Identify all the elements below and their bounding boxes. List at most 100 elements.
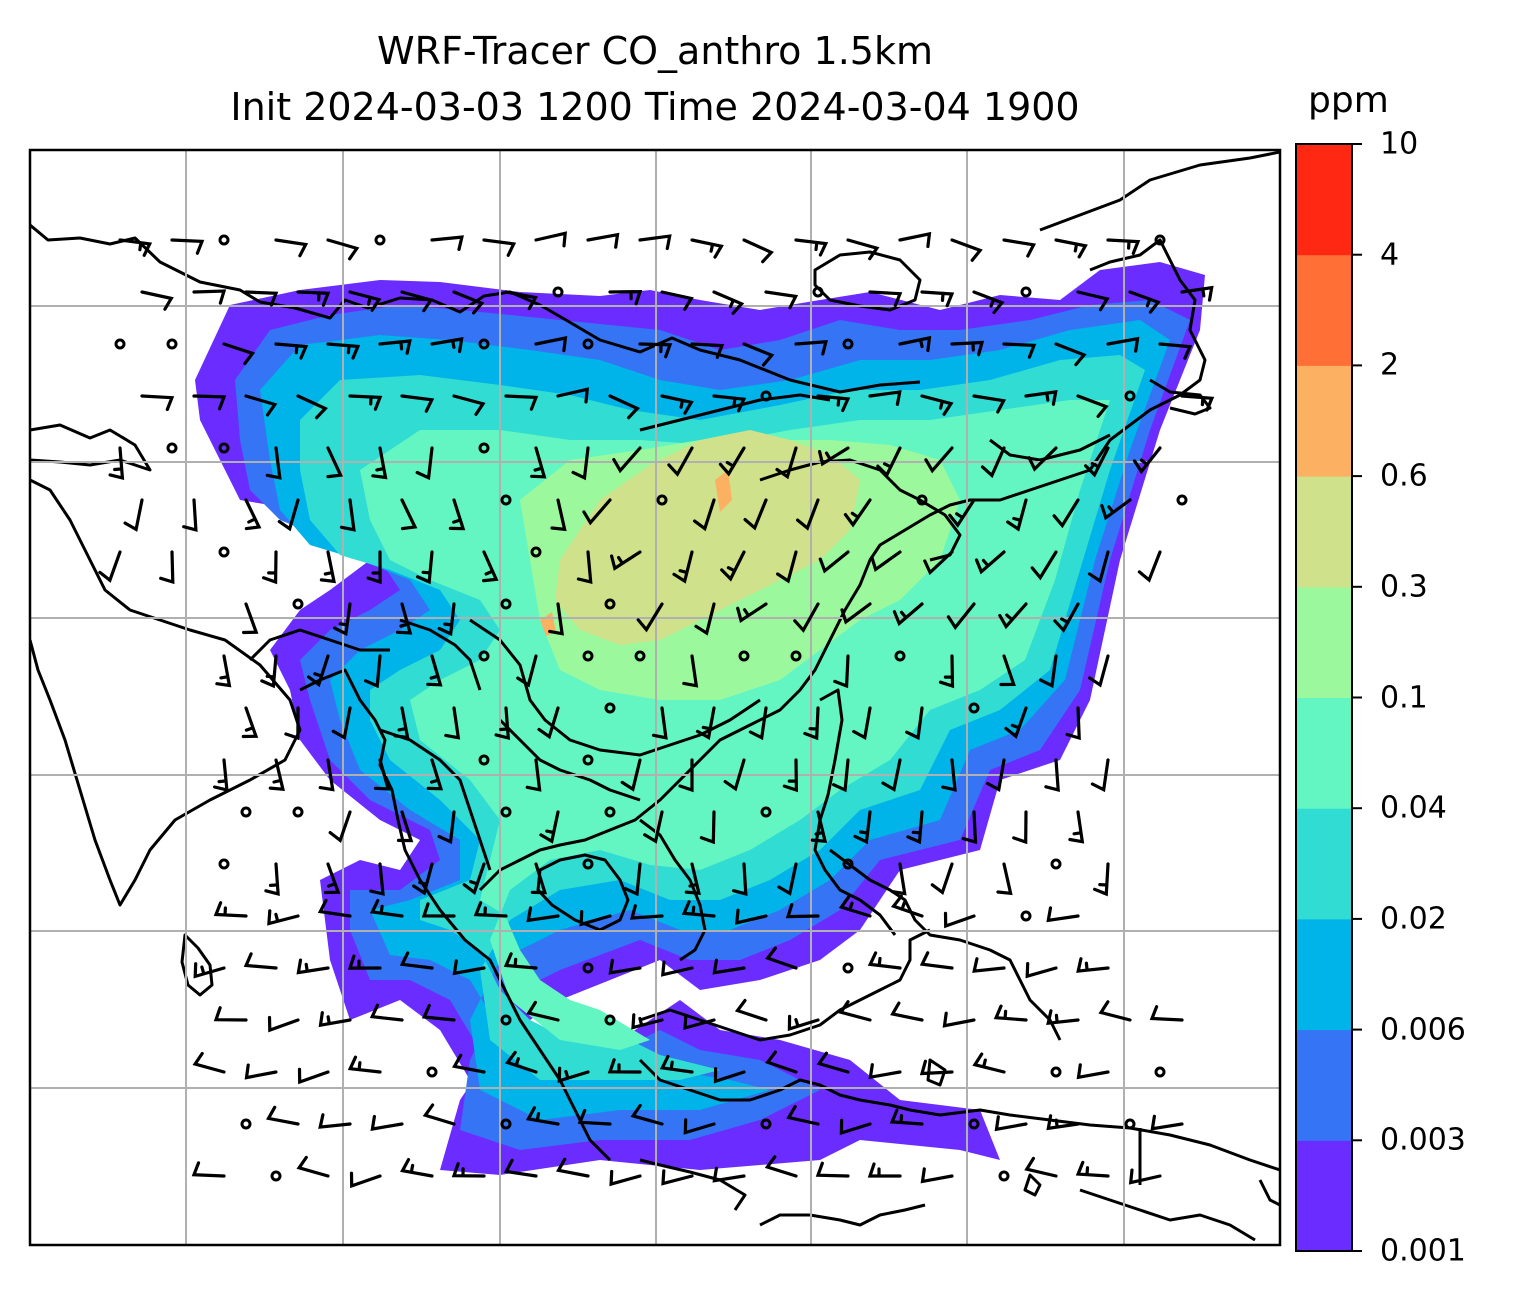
wind-barb	[1075, 1160, 1110, 1178]
wind-barb	[743, 498, 768, 531]
wind-barb	[1053, 602, 1080, 633]
colorbar-tick-label: 0.1	[1380, 680, 1428, 715]
wind-barb	[919, 1059, 954, 1076]
wind-barb	[986, 758, 1006, 792]
calm-circle	[968, 1118, 980, 1130]
colorbar-segment	[1296, 808, 1352, 920]
wind-barb	[723, 758, 746, 792]
wind-barb	[693, 498, 716, 532]
wind-barb	[920, 290, 955, 308]
wind-barb	[732, 862, 748, 897]
colorbar-tick-label: 10	[1380, 126, 1419, 162]
wind-barb	[1100, 498, 1132, 521]
wind-barb	[328, 810, 352, 844]
wind-barb	[839, 1118, 872, 1136]
wind-barb	[422, 1103, 456, 1126]
wind-barb	[571, 446, 590, 481]
colorbar-tick-label: 0.04	[1380, 790, 1447, 826]
wind-barb	[296, 1155, 330, 1178]
wind-barb	[972, 1052, 1006, 1074]
calm-circle	[218, 234, 230, 246]
wind-barb	[349, 1171, 382, 1189]
wind-barb	[400, 498, 418, 531]
wind-barb	[182, 498, 198, 533]
wind-barb	[838, 895, 872, 918]
wind-barb	[712, 958, 746, 975]
wind-barb	[369, 1003, 404, 1022]
wind-barb	[267, 1015, 300, 1033]
calm-circle	[500, 598, 512, 610]
wind-barb	[742, 238, 774, 264]
wind-barb	[1006, 498, 1028, 532]
wind-barb	[274, 342, 309, 360]
calm-circle	[500, 1118, 512, 1130]
wind-barb	[170, 238, 205, 255]
wind-barb	[794, 238, 829, 257]
calm-circle	[1124, 1118, 1136, 1130]
calm-circle	[604, 702, 616, 714]
wind-barb	[972, 394, 1007, 414]
wind-barb	[556, 387, 590, 404]
wind-barb	[482, 238, 517, 257]
wind-barb	[898, 231, 932, 248]
wind-barb	[444, 706, 461, 740]
wind-barb	[996, 862, 1013, 896]
wind-barb	[516, 654, 538, 688]
wind-barb	[1004, 706, 1028, 739]
wind-barb	[881, 758, 902, 792]
wind-barb	[244, 394, 278, 417]
wind-barb	[924, 446, 954, 474]
calm-circle	[998, 1170, 1010, 1182]
wind-barb	[870, 550, 902, 572]
wind-barb	[699, 810, 716, 845]
wind-barb	[296, 394, 328, 420]
wind-barb	[437, 602, 456, 637]
wind-barb	[890, 862, 907, 896]
wind-barb	[890, 894, 924, 918]
colorbar-tick-label: 0.006	[1380, 1012, 1466, 1048]
wind-barb	[794, 340, 828, 356]
wind-barb	[948, 498, 976, 528]
calm-circle	[1020, 286, 1032, 298]
calm-circle	[218, 442, 230, 454]
calm-circle	[842, 858, 854, 870]
wind-barb	[1132, 446, 1162, 475]
calm-circle	[604, 1014, 616, 1026]
calm-circle	[842, 338, 854, 350]
wind-barb	[260, 654, 278, 689]
wind-barb	[326, 446, 343, 479]
wind-barb	[684, 862, 701, 895]
wind-barb	[318, 1011, 352, 1028]
wind-barb	[816, 394, 851, 413]
calm-circles	[114, 234, 1188, 1182]
wind-barb	[323, 862, 341, 895]
wind-barb	[98, 550, 122, 583]
wind-barb	[941, 758, 957, 792]
wind-barb	[452, 290, 485, 315]
wind-barb	[193, 962, 226, 979]
calm-circle	[582, 962, 594, 974]
calm-circle	[894, 650, 906, 662]
wind-barb	[192, 394, 227, 411]
wind-barb	[608, 289, 643, 306]
wind-barb	[393, 706, 410, 740]
wind-barb	[695, 706, 716, 740]
wind-barb	[832, 758, 850, 793]
wind-barb	[868, 1063, 902, 1080]
wind-barb	[980, 446, 1006, 479]
wind-barb	[307, 654, 330, 688]
colorbar-segment	[1296, 476, 1352, 588]
wind-barb	[556, 1157, 590, 1178]
wind-barb	[378, 339, 412, 355]
wind-barb	[1046, 1009, 1080, 1026]
wind-barb	[118, 238, 153, 257]
wind-barb	[576, 550, 593, 584]
wind-barb	[867, 951, 902, 970]
wind-barb	[1149, 1005, 1184, 1022]
wind-barb	[482, 550, 499, 583]
wind-barb	[712, 394, 747, 413]
wind-barb	[631, 1013, 664, 1030]
wind-barb	[1150, 1114, 1184, 1131]
wind-barb	[630, 1103, 664, 1126]
wind-barb	[526, 906, 560, 923]
